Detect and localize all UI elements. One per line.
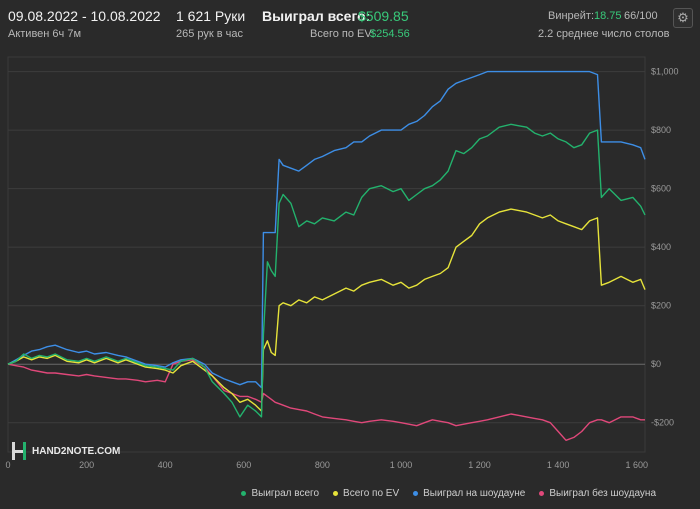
chart-grid [7,56,646,453]
hand2note-logo-icon [12,442,26,460]
legend-item-ev[interactable]: Всего по EV [333,488,399,499]
date-range: 09.08.2022 - 10.08.2022 [8,8,161,24]
ev-value: $254.56 [370,28,410,40]
x-tick-label: 400 [158,460,173,470]
x-tick-label: 0 [5,460,10,470]
x-tick-label: 800 [315,460,330,470]
plot-area [7,56,646,453]
y-tick-label: -$200 [651,418,674,428]
legend-item-no_showdown[interactable]: Выиграл без шоудауна [539,488,656,499]
series-line-ev [7,208,646,412]
legend-label: Выиграл всего [251,488,320,499]
winrate-value: 18.75 [594,10,622,22]
x-tick-label: 1 600 [625,460,648,470]
y-axis: $1,000 $800 $600 $400 $200 $0 -$200 [651,67,679,428]
legend-marker [241,491,247,496]
x-tick-label: 200 [79,460,94,470]
won-total-value: $509.85 [358,8,409,24]
x-tick-label: 1 200 [468,460,491,470]
profit-chart: $1,000 $800 $600 $400 $200 $0 -$200 0 200 400 600… [5,56,679,470]
legend-marker [539,491,545,496]
chart-legend: Выиграл всего Всего по EV Выиграл на шоуда… [241,488,656,499]
gear-icon[interactable]: ⚙ [673,8,693,28]
y-tick-label: $1,000 [651,67,679,77]
series-line-no_showdown [7,359,645,441]
legend-item-showdown[interactable]: Выиграл на шоудауне [413,488,525,499]
y-tick-label: $400 [651,242,671,252]
hand2note-logo: HAND2NOTE.COM [12,442,120,460]
chart-series [7,70,646,441]
y-tick-label: $600 [651,184,671,194]
legend-label: Выиграл на шоудауне [423,488,526,499]
stats-header: 09.08.2022 - 10.08.2022 Активен 6ч 7м 1 … [0,0,700,52]
legend-item-won_total[interactable]: Выиграл всего [241,488,319,499]
logo-text: HAND2NOTE.COM [32,445,121,457]
hands-per-hour: 265 рук в час [176,28,244,40]
won-total-label: Выиграл всего: [262,8,371,24]
legend-marker [333,491,339,496]
ev-label: Всего по EV: [310,28,375,40]
winrate-label: Винрейт: [548,10,595,22]
active-time: Активен 6ч 7м [8,28,82,40]
x-tick-label: 600 [236,460,251,470]
winrate-sample: 66/100 [624,10,658,22]
legend-label: Выиграл без шоудауна [549,488,656,499]
series-line-showdown [7,70,646,389]
y-tick-label: $800 [651,125,671,135]
legend-label: Всего по EV [343,488,400,499]
x-tick-label: 1 000 [390,460,413,470]
x-axis: 0 200 400 600 800 1 000 1 200 1 400 1 600 [5,460,648,470]
hands-count: 1 621 Руки [176,8,246,24]
series-line-won_total [7,123,646,418]
y-tick-label: $0 [651,359,661,369]
x-tick-label: 1 400 [547,460,570,470]
legend-marker [413,491,419,496]
y-tick-label: $200 [651,301,671,311]
tables-count: 2.2 среднее число столов [538,28,670,40]
